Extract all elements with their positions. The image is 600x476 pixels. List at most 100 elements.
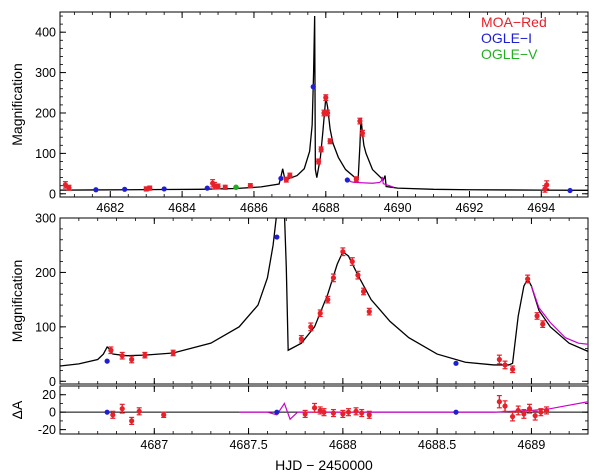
moa-marker (359, 130, 366, 136)
moa-marker (287, 172, 293, 179)
panel-top: 4682 4684 4686 4688 4690 4692 4694 0 100 200 300 40… (9, 11, 589, 215)
moa-point (316, 158, 322, 165)
moa-marker (215, 183, 221, 190)
moa-marker (317, 310, 323, 316)
moa-marker (366, 412, 372, 418)
x-tick-label: 4682 (96, 201, 124, 215)
moa-point (311, 402, 318, 413)
moa-point (543, 406, 550, 415)
moa-point (521, 408, 527, 419)
ogle-i-point (567, 187, 573, 194)
moa-point (161, 411, 167, 419)
moa-marker (496, 399, 502, 405)
moa-marker (108, 347, 114, 353)
data-layer (60, 16, 588, 194)
moa-marker (509, 413, 516, 420)
ogle-i-point (310, 84, 316, 90)
moa-marker (526, 406, 533, 412)
moa-point (544, 180, 550, 190)
moa-point (327, 138, 333, 145)
moa-point (247, 183, 253, 189)
moa-point (222, 184, 228, 190)
moa-point (525, 274, 531, 284)
ogle-v-point (233, 184, 239, 191)
alt-model-curve (347, 176, 395, 188)
moa-marker (540, 321, 546, 327)
moa-point (340, 409, 346, 419)
moa-point (361, 287, 367, 296)
moa-point (496, 354, 502, 365)
moa-marker (357, 118, 363, 124)
moa-marker (324, 110, 331, 116)
y-tick-label: 0 (49, 406, 56, 420)
moa-point (318, 146, 324, 153)
moa-marker (330, 275, 337, 281)
moa-point (129, 416, 135, 425)
moa-point (325, 295, 331, 304)
moa-marker (359, 410, 365, 416)
moa-marker (330, 410, 337, 416)
moa-point (532, 410, 538, 421)
y-axis-title: ΔA (9, 400, 25, 419)
moa-point (324, 109, 331, 117)
plot-frame (59, 11, 589, 198)
moa-marker (325, 297, 331, 303)
x-tick-label: 4688 (312, 201, 340, 215)
moa-point (366, 410, 372, 419)
moa-point (353, 407, 359, 416)
moa-point (298, 334, 304, 343)
y-axis-title: Magnification (9, 260, 25, 343)
moa-marker (119, 353, 125, 359)
alt-model-curve (530, 285, 588, 345)
moa-marker (142, 352, 148, 358)
moa-marker (534, 313, 540, 319)
moa-point (534, 312, 540, 320)
moa-marker (532, 413, 538, 419)
ogle-i-point (344, 177, 350, 183)
data-layer (60, 218, 588, 374)
moa-marker (345, 409, 352, 415)
moa-point (359, 408, 365, 418)
y-tick-label: 200 (35, 266, 56, 280)
x-tick-label: 4686 (240, 201, 268, 215)
legend-entry: OGLE−I (481, 30, 532, 46)
moa-point (323, 94, 329, 102)
moa-marker (161, 412, 167, 418)
y-tick-label: 400 (35, 26, 56, 40)
x-tick-label: 4688 (329, 438, 357, 452)
moa-point (110, 410, 116, 419)
moa-point (119, 351, 125, 360)
moa-marker (349, 258, 355, 265)
moa-point (496, 395, 502, 409)
ogle-i-point (453, 360, 459, 366)
moa-point (359, 129, 366, 137)
ogle-i-point (161, 186, 167, 192)
y-tick-label: 100 (35, 320, 56, 334)
moa-marker (129, 418, 135, 424)
ogle-i-point (93, 187, 99, 193)
moa-marker (129, 356, 135, 363)
moa-point (136, 407, 142, 416)
moa-point (509, 411, 516, 422)
y-tick-label: 100 (35, 147, 56, 161)
moa-point (129, 355, 135, 364)
moa-marker (544, 182, 550, 188)
ogle-i-point (278, 175, 284, 182)
moa-point (62, 181, 68, 189)
moa-point (526, 403, 533, 414)
moa-point (353, 176, 359, 183)
moa-point (147, 185, 153, 191)
moa-marker (147, 185, 153, 191)
moa-marker (302, 411, 308, 417)
x-axis-title: HJD − 2450000 (275, 457, 373, 473)
moa-point (108, 346, 114, 355)
y-tick-label: 0 (49, 187, 56, 201)
moa-marker (247, 183, 253, 189)
ogle-i-point (453, 409, 459, 415)
moa-marker (62, 182, 68, 188)
moa-marker (502, 403, 508, 409)
y-tick-label: 300 (35, 66, 56, 80)
plot-frame (59, 217, 589, 385)
moa-marker (543, 407, 550, 414)
y-tick-label: 200 (35, 106, 56, 120)
